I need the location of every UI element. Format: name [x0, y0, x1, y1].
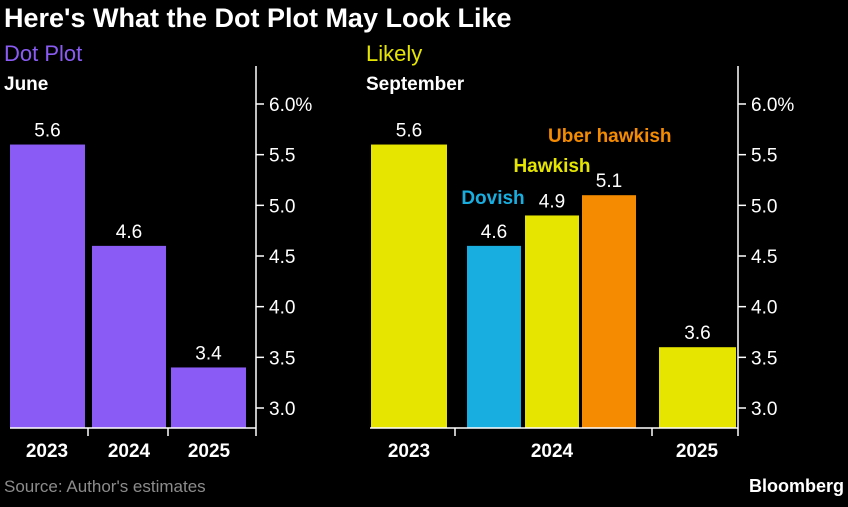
data-label: 4.6 — [481, 222, 507, 243]
annotation-uber-hawkish: Uber hawkish — [548, 126, 672, 147]
y-tick-label: 3.0 — [751, 399, 777, 420]
panel-dot-plot: Dot Plot June 5.6 4.6 3.4 6.0% 5.5 5.0 4.5 4.0… — [4, 41, 312, 462]
bar-2025 — [171, 367, 246, 428]
y-axis: 6.0% 5.5 5.0 4.5 4.0 3.5 3.0 — [737, 66, 794, 428]
data-label: 4.6 — [116, 222, 142, 243]
data-label: 4.9 — [539, 191, 565, 212]
bar-2023 — [371, 144, 447, 429]
x-tick-label: 2025 — [188, 441, 231, 462]
panel-subtitle: June — [4, 74, 48, 95]
data-label: 3.6 — [684, 323, 710, 344]
bar-2024 — [92, 245, 166, 428]
bar-2025 — [659, 347, 736, 428]
y-tick-label: 4.5 — [269, 247, 295, 268]
bar-2024-hawkish — [525, 215, 579, 428]
source-note: Source: Author's estimates — [4, 477, 206, 496]
y-tick-label: 4.0 — [751, 298, 777, 319]
y-tick-label: 3.0 — [269, 399, 295, 420]
x-tick-label: 2024 — [531, 441, 574, 462]
y-tick-label: 5.5 — [751, 146, 777, 167]
data-label: 5.6 — [396, 121, 422, 142]
x-tick-label: 2023 — [26, 441, 68, 462]
y-tick-label: 6.0% — [269, 95, 312, 116]
x-tick-label: 2024 — [108, 441, 151, 462]
y-tick-label: 3.5 — [751, 348, 777, 369]
panel-subtitle: September — [366, 74, 465, 95]
panel-title: Dot Plot — [4, 41, 82, 66]
bar-group: 5.6 4.6 Dovish 4.9 Hawkish 5.1 Uber hawkish 3.6 — [371, 121, 736, 429]
annotation-dovish: Dovish — [461, 188, 524, 209]
y-axis: 6.0% 5.5 5.0 4.5 4.0 3.5 3.0 — [255, 66, 312, 428]
x-tick-label: 2025 — [676, 441, 719, 462]
y-tick-label: 5.0 — [269, 196, 295, 217]
bar-group: 5.6 4.6 3.4 — [10, 121, 246, 429]
chart-title: Here's What the Dot Plot May Look Like — [4, 3, 512, 33]
bar-2023 — [10, 144, 85, 429]
x-axis: 2023 2024 2025 — [370, 427, 739, 462]
annotation-hawkish: Hawkish — [513, 156, 590, 177]
bar-2024-dovish — [467, 245, 521, 428]
data-label: 3.4 — [195, 343, 222, 364]
panel-title: Likely — [366, 41, 422, 66]
y-tick-label: 5.5 — [269, 146, 295, 167]
bar-2024-uber-hawkish — [582, 195, 636, 428]
y-tick-label: 3.5 — [269, 348, 295, 369]
y-tick-label: 6.0% — [751, 95, 794, 116]
x-axis: 2023 2024 2025 — [10, 427, 257, 462]
y-tick-label: 4.5 — [751, 247, 777, 268]
data-label: 5.1 — [596, 171, 622, 192]
y-tick-label: 4.0 — [269, 298, 295, 319]
data-label: 5.6 — [34, 121, 60, 142]
y-tick-label: 5.0 — [751, 196, 777, 217]
brand-logo: Bloomberg — [749, 476, 844, 496]
x-tick-label: 2023 — [388, 441, 430, 462]
